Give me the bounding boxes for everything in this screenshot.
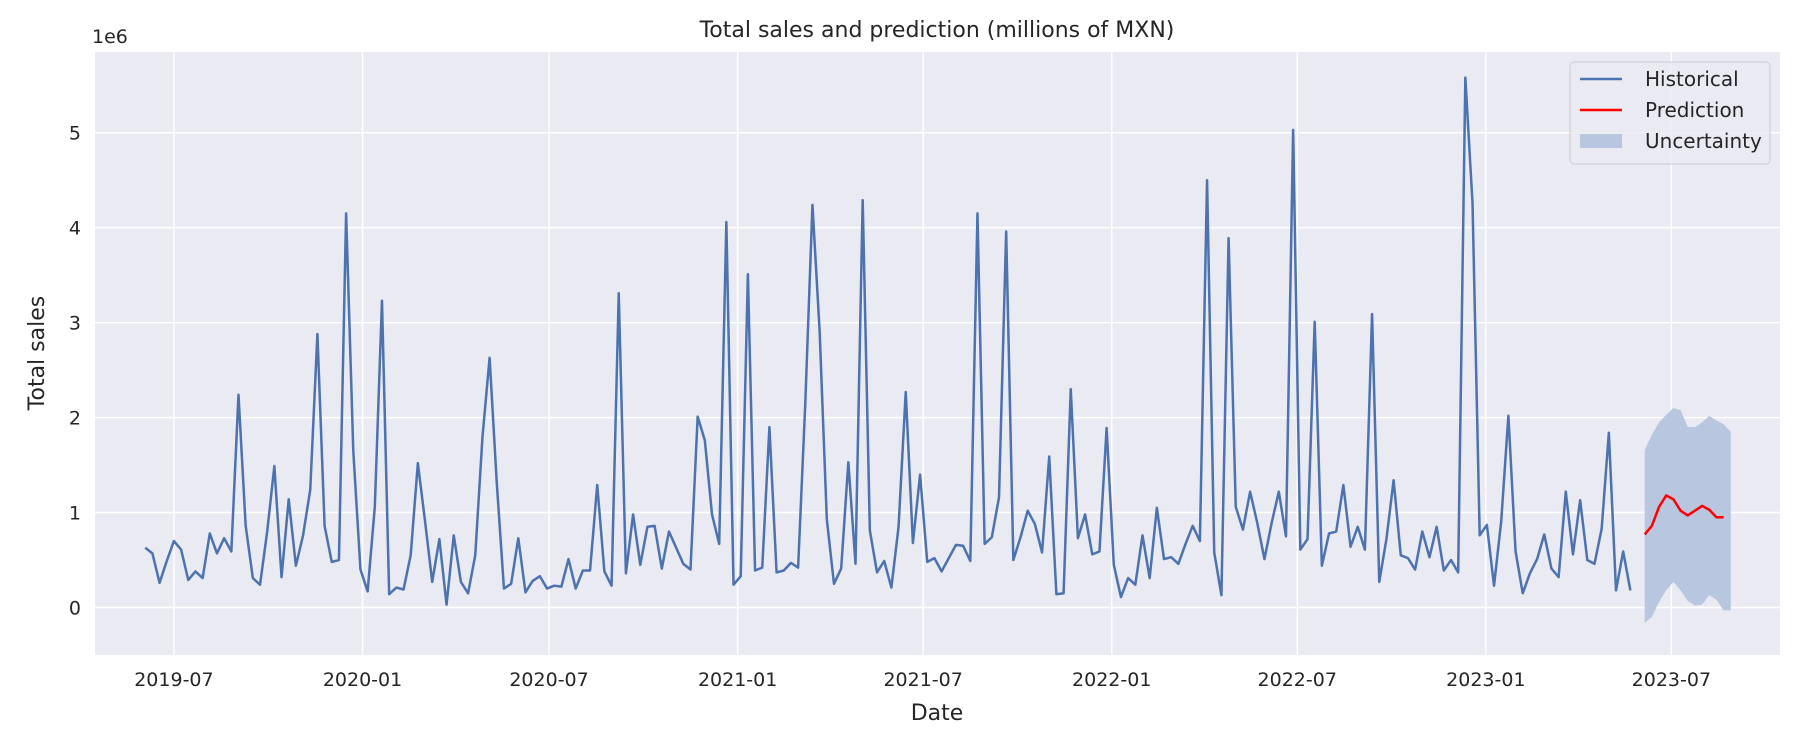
prediction-line — [1643, 494, 1724, 536]
x-tick-label: 2020-01 — [323, 669, 402, 691]
y-tick-label: 1 — [69, 503, 81, 525]
legend: Historical Prediction Uncertainty — [1569, 61, 1771, 165]
plot-background — [95, 52, 1780, 655]
legend-label-historical: Historical — [1645, 67, 1739, 91]
x-tick-label: 2021-07 — [883, 669, 962, 691]
y-tick-label: 4 — [69, 218, 81, 240]
historical-line — [144, 76, 1632, 606]
y-tick-label: 0 — [69, 598, 81, 620]
x-tick-label: 2023-07 — [1632, 669, 1711, 691]
chart-title: Total sales and prediction (millions of … — [699, 18, 1175, 43]
x-tick-label: 2021-01 — [698, 669, 777, 691]
x-tick-label: 2023-01 — [1446, 669, 1525, 691]
x-tick-label: 2022-07 — [1258, 669, 1337, 691]
legend-label-uncertainty: Uncertainty — [1645, 129, 1762, 153]
grid-lines — [95, 52, 1780, 655]
y-tick-label: 3 — [69, 313, 81, 335]
x-tick-label: 2019-07 — [134, 669, 213, 691]
legend-label-prediction: Prediction — [1645, 98, 1744, 122]
y-tick-label: 5 — [69, 123, 81, 145]
x-tick-label: 2020-07 — [509, 669, 588, 691]
x-axis-label: Date — [911, 701, 964, 726]
series-lines-layer — [144, 76, 1724, 606]
tick-labels-layer: 0 1 2 3 4 5 2019-07 2020-01 2020-07 2021-01 2021-0… — [69, 123, 1711, 691]
y-tick-label: 2 — [69, 408, 81, 430]
y-axis-label: Total sales — [25, 296, 50, 411]
y-offset-text: 1e6 — [92, 26, 128, 48]
x-tick-label: 2022-01 — [1072, 669, 1151, 691]
legend-swatch-uncertainty — [1580, 134, 1622, 148]
